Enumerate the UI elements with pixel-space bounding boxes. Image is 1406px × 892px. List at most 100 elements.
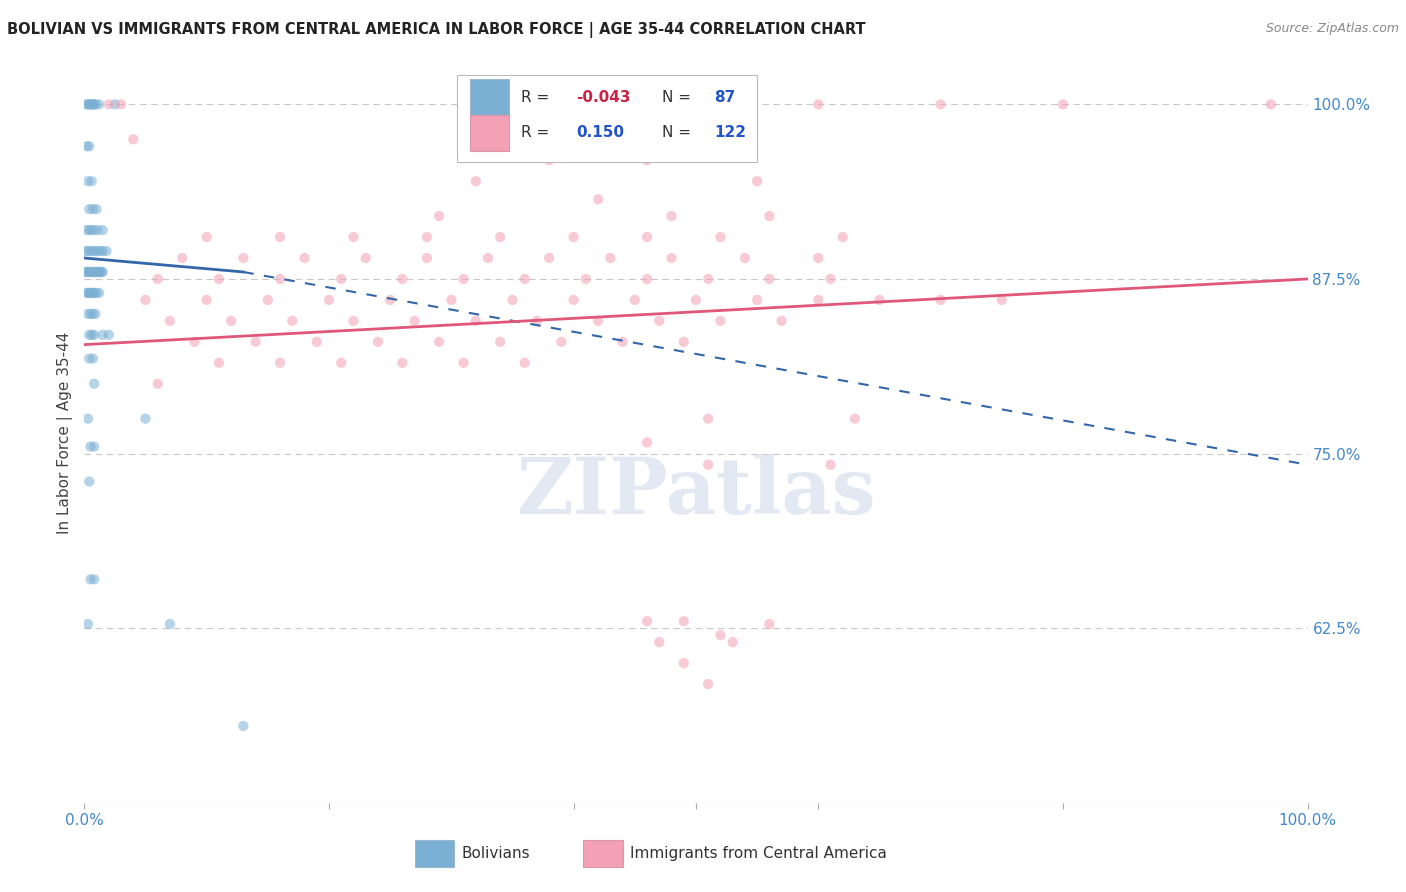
Point — [80, 285, 103, 300]
Point — [672, 656, 695, 670]
Point — [586, 314, 609, 328]
Point — [416, 251, 439, 265]
Point — [80, 97, 103, 112]
Point — [257, 293, 280, 307]
Point — [636, 153, 658, 168]
Point — [135, 411, 157, 425]
Point — [77, 97, 100, 112]
Text: N =: N = — [662, 90, 696, 104]
Point — [77, 617, 100, 632]
Point — [87, 265, 110, 279]
Point — [636, 614, 658, 628]
Point — [77, 285, 100, 300]
Point — [538, 153, 561, 168]
Point — [502, 293, 524, 307]
Point — [91, 223, 114, 237]
Point — [77, 265, 100, 279]
Point — [820, 272, 842, 286]
Point — [232, 251, 254, 265]
Point — [159, 617, 181, 632]
Point — [489, 334, 512, 349]
Point — [77, 174, 100, 188]
Point — [195, 230, 218, 244]
Point — [89, 265, 111, 279]
Point — [104, 97, 127, 112]
Point — [77, 244, 100, 258]
Point — [122, 132, 145, 146]
Point — [538, 251, 561, 265]
Point — [513, 356, 536, 370]
Point — [636, 230, 658, 244]
Point — [83, 285, 105, 300]
Point — [77, 139, 100, 153]
FancyBboxPatch shape — [470, 79, 509, 115]
Text: R =: R = — [522, 125, 560, 140]
FancyBboxPatch shape — [457, 75, 758, 162]
Point — [612, 334, 634, 349]
Point — [77, 411, 100, 425]
Point — [146, 376, 169, 391]
Point — [208, 272, 231, 286]
Point — [929, 97, 952, 112]
Point — [83, 440, 105, 454]
Point — [513, 272, 536, 286]
Point — [550, 334, 572, 349]
Point — [427, 334, 450, 349]
Point — [672, 614, 695, 628]
Point — [1260, 97, 1282, 112]
Point — [330, 356, 353, 370]
Point — [831, 230, 853, 244]
Text: 87: 87 — [714, 90, 735, 104]
Point — [562, 293, 585, 307]
Point — [77, 285, 100, 300]
Point — [76, 139, 98, 153]
Point — [269, 230, 291, 244]
Point — [80, 223, 103, 237]
Point — [721, 635, 744, 649]
Point — [172, 251, 194, 265]
Point — [281, 314, 304, 328]
Point — [83, 327, 105, 342]
Point — [76, 265, 98, 279]
Point — [391, 356, 413, 370]
Point — [86, 285, 108, 300]
Point — [416, 230, 439, 244]
Point — [820, 458, 842, 472]
Point — [648, 635, 671, 649]
Text: N =: N = — [662, 125, 696, 140]
Point — [76, 223, 98, 237]
Point — [342, 230, 364, 244]
Point — [87, 97, 110, 112]
Point — [146, 272, 169, 286]
Point — [464, 314, 486, 328]
Point — [183, 334, 205, 349]
Point — [79, 285, 101, 300]
Point — [342, 314, 364, 328]
Point — [87, 285, 110, 300]
Point — [672, 334, 695, 349]
Point — [91, 265, 114, 279]
Point — [245, 334, 267, 349]
Point — [86, 202, 108, 216]
Point — [747, 174, 769, 188]
Point — [135, 293, 157, 307]
Text: -0.043: -0.043 — [576, 90, 631, 104]
Point — [80, 265, 103, 279]
Point — [697, 272, 720, 286]
Point — [464, 174, 486, 188]
Point — [86, 265, 108, 279]
Point — [82, 265, 104, 279]
Point — [844, 411, 866, 425]
Point — [586, 192, 609, 206]
Point — [697, 458, 720, 472]
Point — [75, 265, 97, 279]
Point — [427, 209, 450, 223]
Point — [75, 244, 97, 258]
Point — [159, 314, 181, 328]
Point — [709, 314, 731, 328]
Point — [82, 244, 104, 258]
Point — [82, 202, 104, 216]
Point — [77, 351, 100, 366]
Point — [440, 293, 463, 307]
Point — [82, 285, 104, 300]
